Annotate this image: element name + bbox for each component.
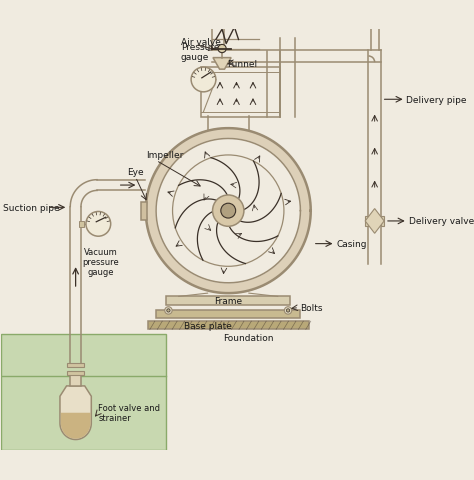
Text: Delivery valve: Delivery valve: [409, 217, 474, 226]
Polygon shape: [61, 413, 91, 439]
Text: Delivery pipe: Delivery pipe: [406, 96, 467, 105]
Text: Foot valve and
strainer: Foot valve and strainer: [98, 403, 160, 422]
Bar: [141, 202, 146, 220]
Text: Air valve: Air valve: [181, 38, 221, 47]
Text: Pressure
gauge: Pressure gauge: [181, 42, 219, 62]
Polygon shape: [60, 386, 91, 440]
Bar: [1, 335, 166, 450]
Circle shape: [86, 212, 111, 237]
Circle shape: [218, 45, 226, 54]
Bar: [67, 363, 84, 368]
Circle shape: [212, 195, 244, 227]
Circle shape: [284, 307, 292, 314]
Circle shape: [191, 68, 216, 93]
Text: Impeller: Impeller: [146, 151, 183, 160]
Polygon shape: [146, 129, 311, 293]
Bar: [79, 221, 84, 228]
Bar: [166, 297, 290, 306]
Circle shape: [165, 307, 172, 314]
Text: Foundation: Foundation: [224, 333, 274, 342]
Text: Base plate: Base plate: [184, 322, 232, 330]
Bar: [365, 216, 368, 227]
Text: Frame: Frame: [214, 297, 242, 306]
Text: Vacuum
pressure
gauge: Vacuum pressure gauge: [82, 247, 119, 277]
Text: Eye: Eye: [127, 167, 144, 176]
Polygon shape: [213, 59, 231, 70]
Bar: [381, 216, 384, 227]
Polygon shape: [156, 139, 301, 283]
Bar: [67, 371, 84, 375]
Text: Bolts: Bolts: [301, 303, 323, 312]
Bar: [201, 68, 280, 117]
Circle shape: [221, 204, 236, 218]
Text: Suction pipe: Suction pipe: [3, 204, 60, 212]
Text: Casing: Casing: [337, 240, 367, 249]
Bar: [148, 322, 309, 330]
Bar: [156, 310, 301, 318]
Circle shape: [167, 309, 170, 312]
Polygon shape: [365, 209, 384, 234]
Bar: [70, 374, 81, 386]
Circle shape: [286, 309, 290, 312]
Text: Funnel: Funnel: [227, 60, 257, 69]
